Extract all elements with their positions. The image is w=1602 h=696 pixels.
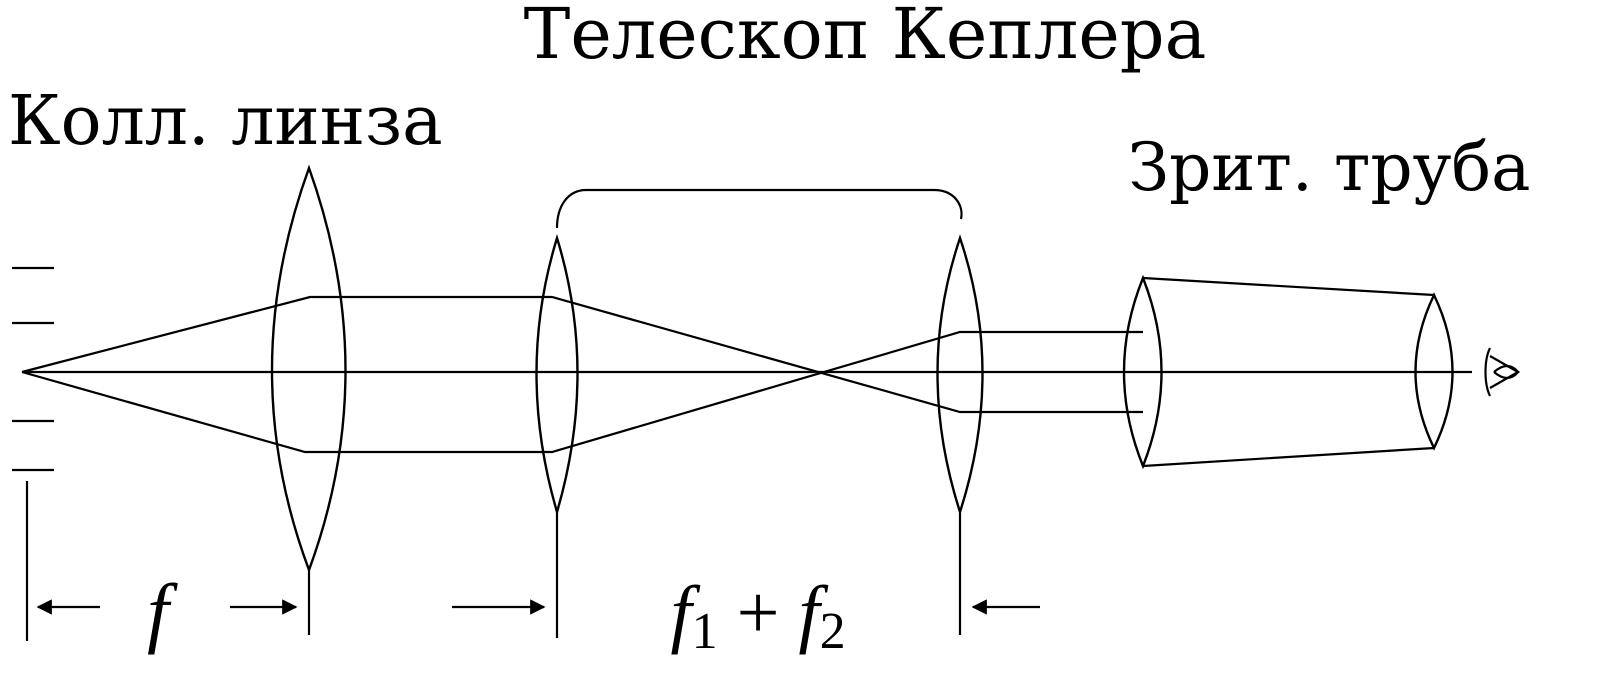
focal-sum-plus: + xyxy=(718,571,799,655)
focal-sum-sub2: 2 xyxy=(820,603,846,660)
focal-distance-label: f xyxy=(147,568,178,655)
focal-sum-sub1: 1 xyxy=(692,603,718,660)
source-scale xyxy=(12,266,54,641)
collimator-label: Колл. линза xyxy=(8,82,443,161)
eye-icon xyxy=(1484,347,1521,397)
telescope-brace xyxy=(555,188,963,229)
viewer-label: Зрит. труба xyxy=(1128,129,1531,206)
viewer-tube-top xyxy=(1142,276,1435,297)
focal-sum-label: f1 + f2 xyxy=(670,571,845,660)
telescope-objective-lens xyxy=(535,233,579,517)
ray-traces xyxy=(21,295,1143,454)
telescope-eyepiece-lens xyxy=(936,234,984,516)
viewer-tube-bottom xyxy=(1142,446,1435,468)
telescope-label: Телескоп Кеплера xyxy=(524,0,1207,75)
collimator-lens xyxy=(270,164,347,574)
